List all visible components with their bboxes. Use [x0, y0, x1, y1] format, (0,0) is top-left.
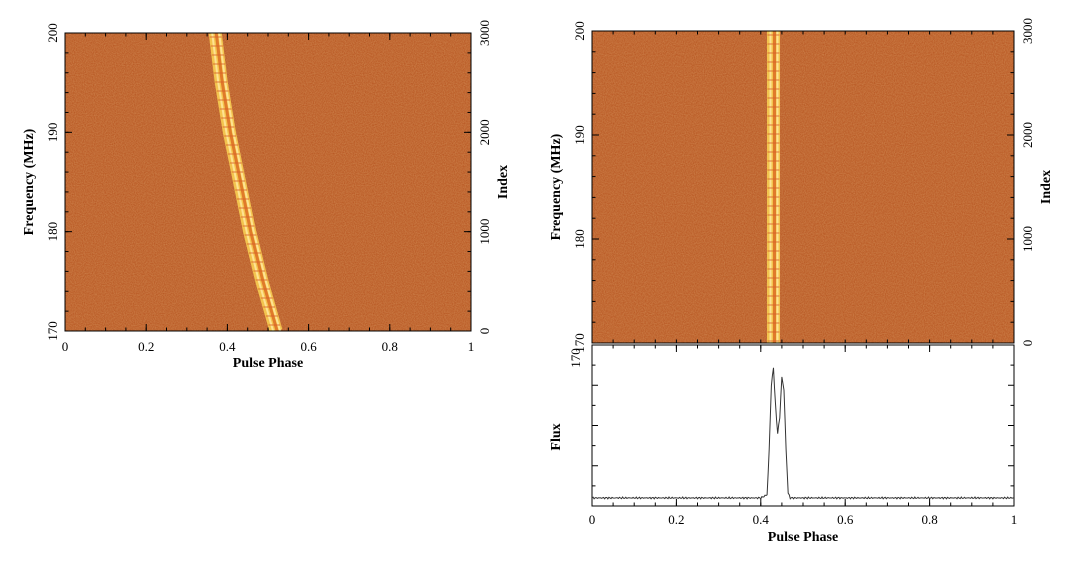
x-tick-label: 1: [468, 339, 475, 354]
profile-x-tick-label: 0.4: [753, 512, 770, 527]
right-tick-label: 3000: [1020, 18, 1035, 44]
right-tick-label: 1000: [1020, 226, 1035, 252]
x-tick-label: 0.8: [382, 339, 398, 354]
y-tick-label: 180: [45, 222, 60, 242]
y-tick-label: 190: [572, 125, 587, 145]
right-y-axis-title: Frequency (MHz): [549, 133, 564, 240]
x-tick-label: 0: [62, 339, 69, 354]
left-x-axis-title: Pulse Phase: [233, 356, 303, 371]
y-tick-label: 200: [45, 23, 60, 43]
right-tick-label: 3000: [477, 20, 492, 46]
x-tick-label: 0.2: [138, 339, 154, 354]
right-heatmap-noise: [592, 31, 1014, 343]
right-tick-label: 2000: [477, 119, 492, 145]
profile-top-left-label: 170: [568, 348, 583, 368]
right-tick-label: 0: [477, 328, 492, 335]
profile-x-tick-label: 0.8: [921, 512, 937, 527]
right-tick-label: 0: [1020, 340, 1035, 347]
x-tick-label: 0.4: [219, 339, 236, 354]
profile-x-tick-label: 0.6: [837, 512, 854, 527]
right-tick-label: 1000: [477, 219, 492, 245]
left-pulse-track: [208, 33, 283, 331]
left-right-axis-title: Index: [496, 165, 511, 199]
profile-line: [591, 367, 1015, 500]
profile-x-tick-label: 0.2: [668, 512, 684, 527]
y-tick-label: 170: [45, 321, 60, 341]
profile-frame: [591, 344, 1015, 507]
profile-y-axis-title: Flux: [549, 423, 564, 450]
right-right-axis-title: Index: [1039, 170, 1054, 204]
profile-x-axis-title: Pulse Phase: [768, 530, 838, 545]
left-dynamic-spectrum-panel: 0 0.2 0.4 0.6 0.8 11701801902000100020003000 …: [22, 20, 511, 371]
left-y-axis-title: Frequency (MHz): [22, 128, 37, 235]
y-tick-label: 180: [572, 229, 587, 249]
profile-x-tick-label: 1: [1011, 512, 1018, 527]
x-tick-label: 0.6: [300, 339, 317, 354]
right-tick-label: 2000: [1020, 122, 1035, 148]
y-tick-label: 190: [45, 123, 60, 143]
profile-x-tick-label: 0: [589, 512, 596, 527]
y-tick-label: 200: [572, 21, 587, 41]
right-pulse-track: [767, 31, 780, 343]
profile-axis-ticks: 0 0.2 0.4 0.6 0.8 1: [589, 344, 1018, 527]
y-tick-label: 170: [572, 333, 587, 353]
pulse-profile-panel: 0 0.2 0.4 0.6 0.8 1 Pulse Phase Flux 170: [549, 344, 1018, 545]
